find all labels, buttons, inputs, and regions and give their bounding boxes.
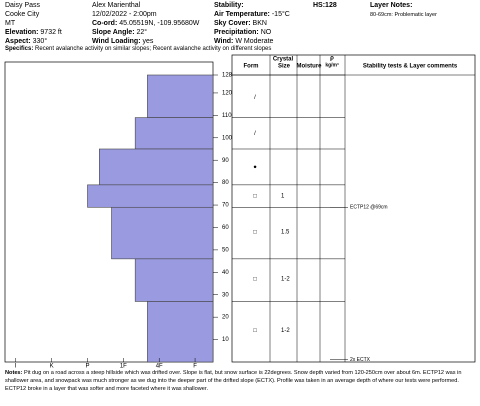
slope-angle: Slope Angle: 22° [92,29,147,36]
heading: Size [278,64,291,70]
value: 22° [136,29,148,36]
value: 9732 ft [40,29,62,36]
value: Recent avalanche activity on similar slo… [35,46,272,52]
crystal-form: / [254,95,256,101]
state: MT [5,20,16,27]
label: Wind: [214,38,234,45]
wind: Wind: W Moderate [214,38,273,45]
location: Daisy Pass [5,2,41,9]
wind-loading: Wind Loading: yes [92,38,153,45]
crystal-form: □ [253,277,257,283]
elevation: Elevation: 9732 ft [5,29,62,36]
y-tick-label: 128 [222,73,233,79]
y-tick-label: 90 [222,158,229,164]
label: Elevation: [5,29,39,36]
precip: Precipitation: NO [214,29,271,36]
hardness-bar [87,184,214,208]
crystal-form: □ [253,230,257,236]
label: Aspect: [5,38,31,45]
observer: Alex Marienthal [92,2,141,9]
notes-label: Notes: [5,370,23,376]
y-tick-label: 20 [222,315,229,321]
y-tick-label: 40 [222,270,229,276]
hardness-bar [147,74,214,118]
region: Cooke City [5,11,40,18]
heading: Moisture [296,64,322,70]
x-tick-label: K [50,364,54,370]
y-tick-label: 60 [222,225,229,231]
label: Co-ord: [92,20,118,27]
label: Stability: [214,2,244,9]
value: W Moderate [235,38,274,45]
x-tick-label: F [193,364,197,370]
crystal-form: □ [253,194,257,200]
crystal-size: 1 [281,194,285,200]
crystal-form: ● [253,165,257,171]
y-tick-label: 10 [222,337,229,343]
hardness-bar [99,148,214,186]
value: 45.05519N, -109.95680W [119,20,200,27]
hardness-bar [111,206,214,260]
x-tick-label: I [15,364,17,370]
heading: kg/m³ [325,62,339,68]
crystal-form: / [254,131,256,137]
y-tick-label: 30 [222,292,229,298]
sky: Sky Cover: BKN [214,20,267,27]
crystal-size: 1-2 [281,277,290,283]
coords: Co-ord: 45.05519N, -109.95680W [92,20,199,27]
label: Wind Loading: [92,38,141,45]
label: Precipitation: [214,29,259,36]
aspect: Aspect: 330° [5,38,47,45]
air-temp: Air Temperature: -15°C [214,11,290,18]
heading: Form [244,64,259,70]
hardness-bar [134,117,214,150]
label: Air Temperature: [214,11,270,18]
y-tick-label: 70 [222,203,229,209]
x-tick-label: 4F [156,364,163,370]
value: NO [260,29,272,36]
heading: ρ [330,56,334,62]
y-tick-label: 80 [222,180,229,186]
y-tick-label: 50 [222,247,229,253]
x-tick-label: 1F [120,364,127,370]
notes-text: Pit dug on a road across a steep hillsid… [5,370,462,392]
crystal-size: 1-2 [281,328,290,334]
test-label: 2x ECTX [350,357,371,363]
hardness-bar [134,258,214,302]
x-tick-label: P [85,364,89,370]
label: Slope Angle: [92,29,135,36]
heading: Crystal [273,57,294,63]
crystal-size: 1.5 [281,230,290,236]
value: yes [142,38,154,45]
value: -15°C [271,11,290,18]
datetime: 12/02/2022 - 2:00pm [92,11,157,18]
layer-notes-title: Layer Notes: [370,2,413,9]
hs: HS:128 [313,2,337,9]
specifics: Specifics: Recent avalanche activity on … [5,46,271,52]
crystal-form: □ [253,328,257,334]
stability: Stability: [214,2,244,9]
heading: Stability tests & Layer comments [363,64,458,70]
notes: Notes: Pit dug on a road across a steep … [5,369,475,393]
y-tick-label: 110 [222,113,232,119]
label: Sky Cover: [214,20,251,27]
y-tick-label: 100 [222,135,233,141]
layer-note: 80-69cm: Problematic layer [370,12,437,18]
value: BKN [252,20,267,27]
y-tick-label: 120 [222,91,233,97]
label: Specifics: [5,46,34,52]
value: 330° [32,38,48,45]
hardness-bar [147,301,214,363]
table-panel [231,54,476,363]
test-label: ECTP12 @69cm [350,205,388,211]
